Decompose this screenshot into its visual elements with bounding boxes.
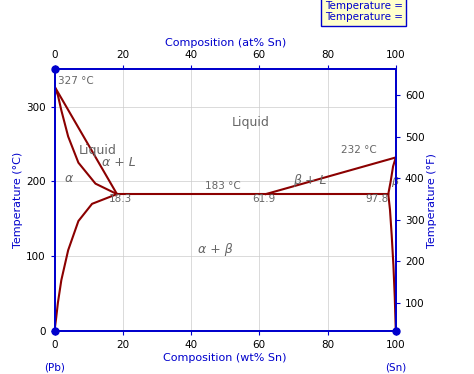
Text: 232 °C: 232 °C	[341, 145, 377, 155]
Y-axis label: Temperature (°C): Temperature (°C)	[13, 152, 23, 248]
Text: 61.9: 61.9	[253, 194, 276, 204]
Text: Temperature =
Temperature =: Temperature = Temperature =	[325, 1, 403, 22]
Text: α + β: α + β	[198, 243, 233, 256]
Text: β + L: β + L	[293, 174, 327, 187]
Text: β: β	[391, 177, 398, 187]
Text: α: α	[65, 172, 73, 185]
Text: 97.8: 97.8	[365, 194, 388, 204]
Text: (Sn): (Sn)	[385, 362, 406, 373]
Text: α + L: α + L	[102, 156, 136, 169]
Text: (Pb): (Pb)	[44, 362, 65, 373]
Text: Liquid: Liquid	[78, 144, 116, 157]
Text: 327 °C: 327 °C	[58, 76, 94, 86]
X-axis label: Composition (at% Sn): Composition (at% Sn)	[164, 38, 286, 48]
Text: Liquid: Liquid	[232, 116, 270, 129]
Text: 183 °C: 183 °C	[205, 181, 240, 191]
X-axis label: Composition (wt% Sn): Composition (wt% Sn)	[164, 353, 287, 363]
Y-axis label: Temperature (°F): Temperature (°F)	[427, 153, 437, 248]
Text: 18.3: 18.3	[109, 194, 132, 204]
